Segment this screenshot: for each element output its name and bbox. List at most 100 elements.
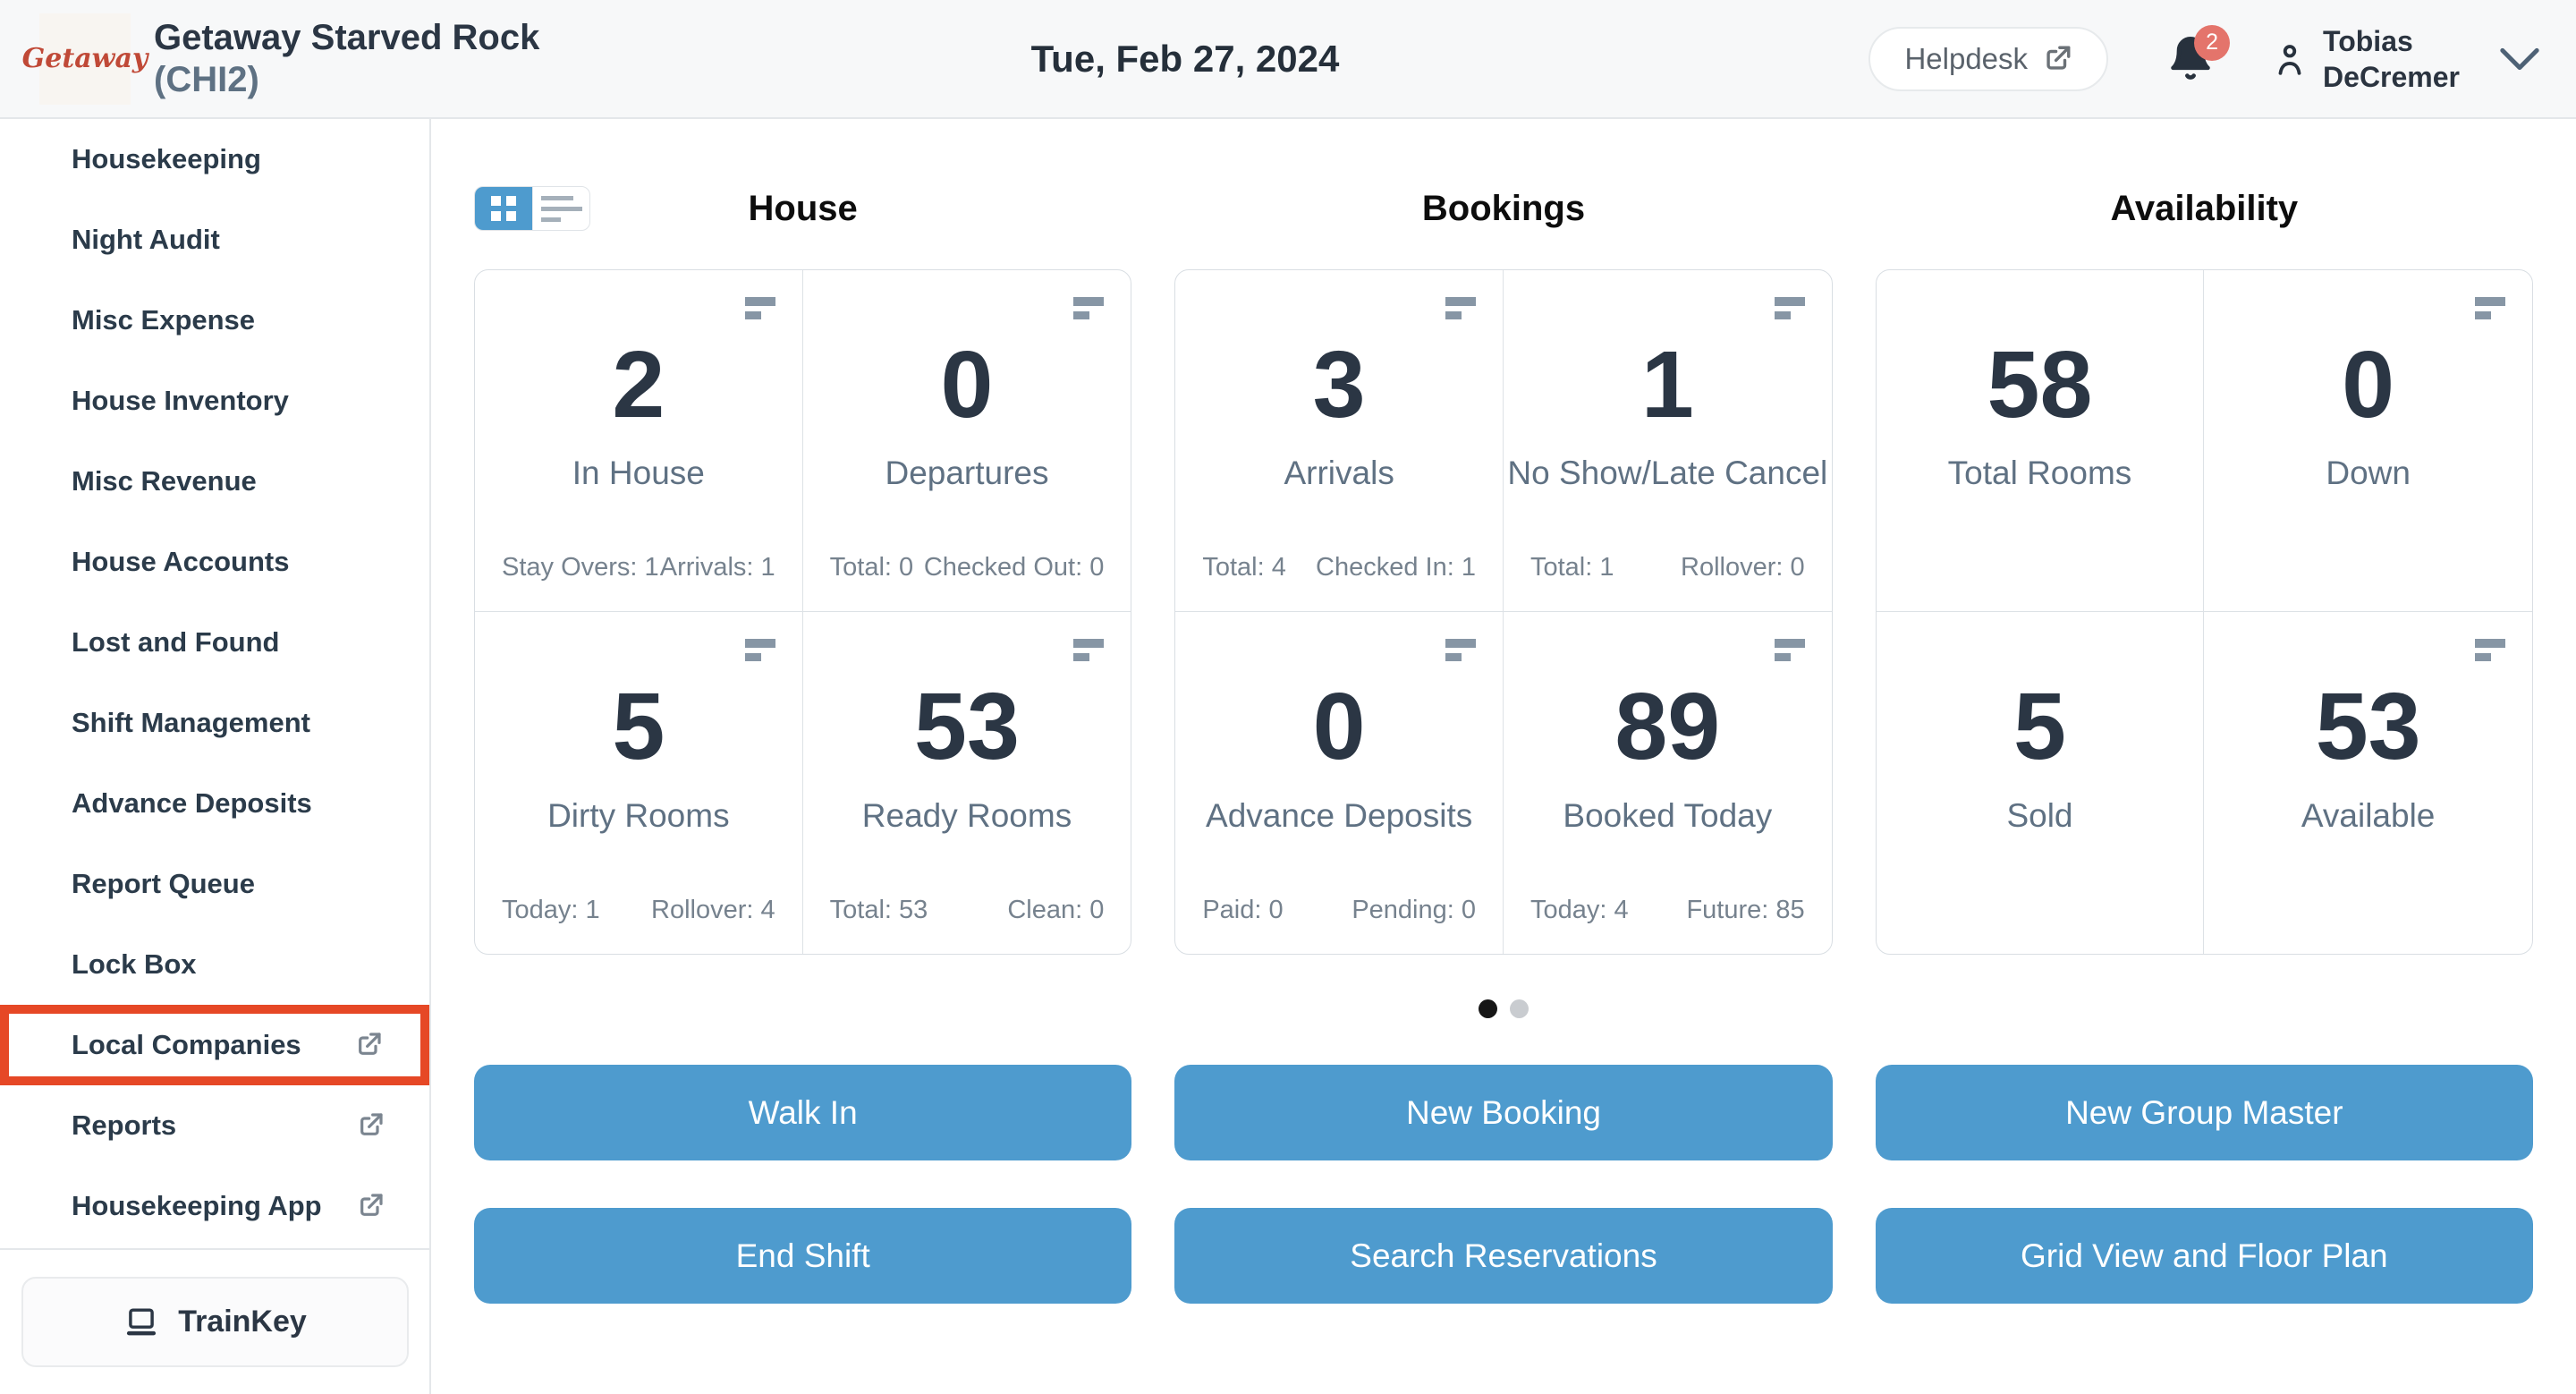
sidebar-item-report-queue[interactable]: Report Queue: [0, 844, 429, 924]
card-no-show-late-cancel[interactable]: 1 No Show/Late Cancel Total: 1 Rollover:…: [1503, 270, 1832, 612]
card-menu-icon[interactable]: [1073, 639, 1105, 661]
card-menu-icon[interactable]: [1774, 639, 1805, 661]
sidebar-item-label: Night Audit: [72, 224, 220, 255]
column-title-availability: Availability: [2110, 188, 2299, 228]
card-in-house[interactable]: 2 In House Stay Overs: 1 Arrivals: 1: [475, 270, 803, 612]
bookings-card-group: 3 Arrivals Total: 4 Checked In: 1 1 No S…: [1174, 269, 1833, 955]
list-view-icon: [540, 195, 582, 222]
sidebar-item-advance-deposits[interactable]: Advance Deposits: [0, 763, 429, 844]
sidebar-item-label: Misc Expense: [72, 304, 256, 336]
stat-right: Clean: 0: [1007, 896, 1105, 924]
stat-left: Today: 1: [502, 896, 600, 924]
stat-right: Checked In: 1: [1316, 553, 1476, 582]
stat-right: Rollover: 0: [1681, 553, 1805, 582]
view-toggle: [474, 186, 590, 231]
property-code: (CHI2): [154, 59, 259, 99]
stat-label: In House: [572, 455, 705, 492]
card-menu-icon[interactable]: [744, 639, 775, 661]
stat-label: No Show/Late Cancel: [1507, 455, 1828, 492]
chevron-down-icon[interactable]: [2499, 46, 2540, 72]
helpdesk-button[interactable]: Helpdesk: [1868, 26, 2109, 91]
stat-value: 53: [2315, 674, 2421, 780]
property-name: Getaway Starved Rock (CHI2): [154, 17, 539, 101]
card-advance-deposits[interactable]: 0 Advance Deposits Paid: 0 Pending: 0: [1175, 612, 1504, 954]
card-booked-today[interactable]: 89 Booked Today Today: 4 Future: 85: [1504, 612, 1832, 954]
brand-logo: Getaway: [22, 13, 148, 105]
sidebar-item-local-companies[interactable]: Local Companies: [0, 1005, 429, 1085]
sidebar-item-shift-management[interactable]: Shift Management: [0, 683, 429, 763]
external-link-icon: [356, 1192, 385, 1220]
sidebar-item-lost-and-found[interactable]: Lost and Found: [0, 602, 429, 683]
dashboard-main: House Bookings Availability 2 In House S…: [431, 119, 2576, 1394]
sidebar-item-label: Reports: [72, 1109, 177, 1141]
card-sold[interactable]: 5 Sold: [1877, 612, 2205, 954]
stat-right: Future: 85: [1686, 896, 1805, 924]
card-down[interactable]: 0 Down: [2204, 270, 2532, 612]
sidebar-item-house-accounts[interactable]: House Accounts: [0, 522, 429, 602]
availability-card-group: 58 Total Rooms 0 Down 5 Sold 53 Availabl…: [1875, 269, 2533, 955]
sidebar-item-label: Misc Revenue: [72, 465, 257, 497]
walk-in-button[interactable]: Walk In: [474, 1065, 1132, 1160]
laptop-icon: [123, 1305, 160, 1339]
sidebar-item-reports[interactable]: Reports: [0, 1085, 429, 1166]
card-menu-icon[interactable]: [2474, 639, 2505, 661]
sidebar-item-housekeeping-app[interactable]: Housekeeping App: [0, 1166, 429, 1246]
grid-view-button[interactable]: [475, 187, 532, 230]
sidebar-item-housekeeping[interactable]: Housekeeping: [0, 119, 429, 200]
stat-value: 2: [612, 331, 665, 438]
helpdesk-label: Helpdesk: [1904, 41, 2029, 75]
sidebar-nav: Housekeeping Night Audit Misc Expense Ho…: [0, 119, 431, 1394]
list-view-button[interactable]: [532, 187, 589, 230]
notifications-bell[interactable]: 2: [2167, 24, 2231, 86]
stat-left: Total: 1: [1530, 553, 1614, 582]
sidebar-item-label: Advance Deposits: [72, 787, 312, 819]
card-departures[interactable]: 0 Departures Total: 0 Checked Out: 0: [802, 270, 1131, 612]
sidebar-item-label: House Inventory: [72, 385, 289, 416]
card-dirty-rooms[interactable]: 5 Dirty Rooms Today: 1 Rollover: 4: [475, 612, 803, 954]
sidebar-item-label: House Accounts: [72, 546, 290, 577]
external-link-icon: [2042, 44, 2072, 74]
new-group-master-button[interactable]: New Group Master: [1875, 1065, 2533, 1160]
new-booking-button[interactable]: New Booking: [1174, 1065, 1833, 1160]
card-menu-icon[interactable]: [1073, 297, 1105, 319]
pagination-dot-active[interactable]: [1479, 999, 1497, 1018]
sidebar-item-lock-box[interactable]: Lock Box: [0, 924, 429, 1005]
card-menu-icon[interactable]: [1445, 297, 1476, 319]
card-menu-icon[interactable]: [1445, 639, 1476, 661]
stat-value: 1: [1640, 331, 1694, 438]
sidebar-item-label: Lost and Found: [72, 626, 280, 658]
stat-left: Total: 0: [829, 553, 914, 582]
property-name-line: Getaway Starved Rock: [154, 17, 540, 57]
pagination-dot[interactable]: [1510, 999, 1529, 1018]
sidebar-item-night-audit[interactable]: Night Audit: [0, 200, 429, 280]
stat-left: Total: 53: [829, 896, 928, 924]
card-menu-icon[interactable]: [744, 297, 775, 319]
card-available[interactable]: 53 Available: [2204, 612, 2532, 954]
user-icon: [2271, 38, 2309, 80]
stat-label: Dirty Rooms: [547, 796, 730, 834]
card-arrivals[interactable]: 3 Arrivals Total: 4 Checked In: 1: [1175, 270, 1504, 612]
brand-logo-text: Getaway: [21, 43, 148, 74]
sidebar-item-house-inventory[interactable]: House Inventory: [0, 361, 429, 441]
sidebar-item-misc-revenue[interactable]: Misc Revenue: [0, 441, 429, 522]
card-menu-icon[interactable]: [2474, 297, 2505, 319]
trainkey-label: TrainKey: [178, 1305, 307, 1339]
stat-right: Arrivals: 1: [659, 553, 775, 582]
trainkey-button[interactable]: TrainKey: [21, 1277, 409, 1367]
sidebar-item-misc-expense[interactable]: Misc Expense: [0, 280, 429, 361]
external-link-icon: [354, 1031, 383, 1059]
stat-label: Sold: [2006, 796, 2073, 834]
current-date: Tue, Feb 27, 2024: [1030, 37, 1340, 80]
card-menu-icon[interactable]: [1774, 297, 1805, 319]
search-reservations-button[interactable]: Search Reservations: [1174, 1208, 1833, 1304]
stat-label: Ready Rooms: [861, 796, 1072, 834]
grid-view-floor-plan-button[interactable]: Grid View and Floor Plan: [1875, 1208, 2533, 1304]
card-ready-rooms[interactable]: 53 Ready Rooms Total: 53 Clean: 0: [803, 612, 1131, 954]
end-shift-button[interactable]: End Shift: [474, 1208, 1132, 1304]
external-link-icon: [356, 1111, 385, 1140]
stat-left: Today: 4: [1530, 896, 1629, 924]
card-total-rooms[interactable]: 58 Total Rooms: [1876, 270, 2205, 612]
column-title-house: House: [748, 188, 858, 228]
user-menu[interactable]: Tobias DeCremer: [2271, 23, 2460, 95]
stat-left: Total: 4: [1202, 553, 1286, 582]
